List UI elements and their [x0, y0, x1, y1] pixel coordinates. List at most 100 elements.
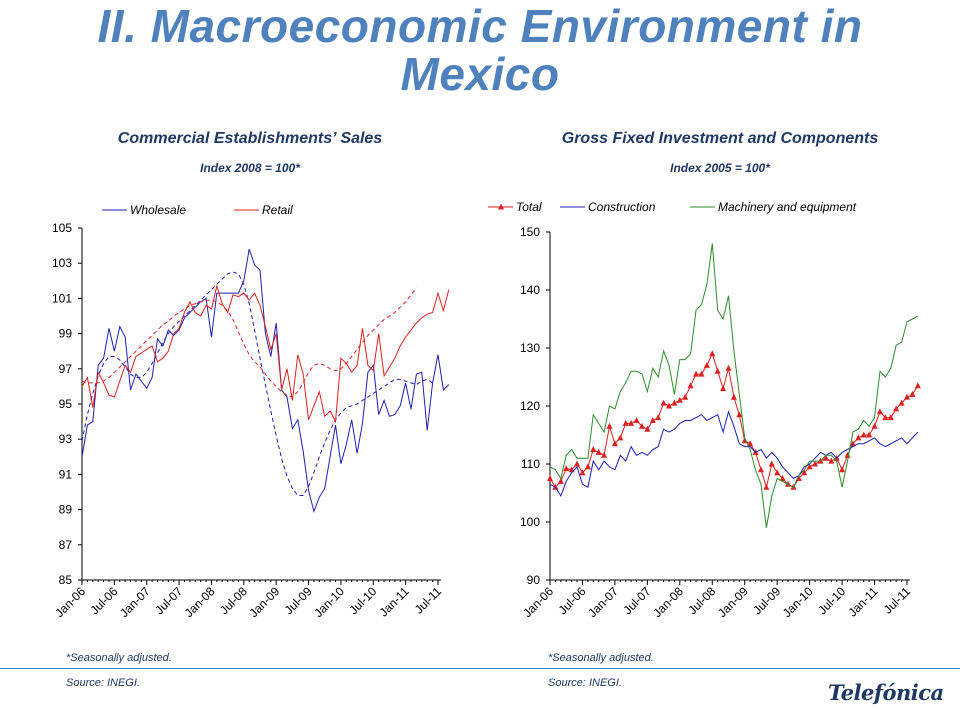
series-total-point [671, 399, 678, 406]
x-tick-label: Jul-10 [815, 584, 848, 617]
y-tick-label: 90 [527, 573, 541, 587]
x-tick-label: Jul-11 [412, 584, 445, 617]
series-total-point [763, 483, 770, 490]
x-tick-label: Jan-07 [585, 584, 621, 620]
x-tick-label: Jul-08 [217, 584, 250, 617]
series-total-point [698, 370, 705, 377]
x-tick-label: Jan-08 [650, 584, 686, 620]
series-total-point [693, 370, 700, 377]
series-total-point [849, 440, 856, 447]
x-tick-label: Jul-09 [750, 584, 783, 617]
series-total-point [676, 396, 683, 403]
series-total-point [774, 469, 781, 476]
series-total-point [757, 466, 764, 473]
series-retail-line [81, 284, 450, 424]
y-tick-label: 93 [59, 432, 73, 446]
series-wholesale-line [81, 248, 450, 514]
y-tick-label: 95 [59, 397, 73, 411]
series-total-point [579, 469, 586, 476]
series-total-point [887, 414, 894, 421]
left-source: Source: INEGI. [66, 677, 140, 689]
series-total-point [828, 457, 835, 464]
series-total-point [904, 393, 910, 400]
series-total-point [655, 414, 662, 421]
series-total-point [720, 385, 727, 392]
series-total-point [638, 422, 645, 429]
series-total-point [909, 390, 916, 397]
series-total-line [549, 352, 919, 490]
y-tick-label: 140 [520, 283, 540, 297]
series-total-point [747, 440, 754, 447]
x-tick-label: Jul-10 [346, 584, 379, 617]
legend-marker [498, 203, 504, 210]
x-tick-label: Jul-09 [282, 584, 315, 617]
x-tick-label: Jul-11 [881, 584, 914, 617]
series-total-point [812, 460, 819, 467]
y-tick-label: 99 [59, 327, 73, 341]
x-tick-label: Jul-06 [556, 584, 589, 617]
series-total-point [860, 431, 867, 438]
series-total-point [822, 454, 829, 461]
legend-label: Total [516, 200, 542, 214]
y-tick-label: 100 [520, 515, 540, 529]
series-total-point [617, 434, 624, 441]
series-total-point [703, 361, 710, 368]
series-total-point [779, 475, 786, 481]
right-chart-subtitle: Index 2005 = 100* [670, 161, 770, 175]
x-tick-label: Jul-06 [87, 584, 120, 617]
y-tick-label: 87 [59, 538, 73, 552]
series-total-point [601, 451, 608, 458]
x-tick-label: Jul-08 [685, 584, 718, 617]
series-total-point [611, 440, 618, 447]
x-tick-label: Jul-07 [620, 584, 653, 617]
series-total-point [666, 402, 672, 409]
series-total-point [768, 460, 775, 467]
series-total-point [898, 399, 905, 406]
legend-label: Retail [262, 203, 293, 217]
series-total-point [844, 451, 851, 458]
series-total-point [871, 422, 878, 429]
series-total-point [730, 393, 737, 400]
slide-title-line-1: II. Macroeconomic Environment in [97, 0, 863, 52]
series-total-point [563, 465, 570, 472]
x-tick-label: Jan-06 [520, 584, 556, 620]
series-total-point [893, 405, 900, 412]
x-tick-label: Jan-09 [715, 584, 751, 620]
telefonica-logo: Telefónica [828, 680, 944, 705]
series-total-point [801, 469, 808, 476]
series-total-point [866, 431, 873, 438]
series-total-point [682, 393, 689, 400]
y-tick-label: 85 [59, 573, 73, 587]
left-chart-title: Commercial Establishments’ Sales [117, 130, 383, 147]
series-total-point [622, 419, 629, 426]
series-total-point [806, 463, 813, 470]
y-tick-label: 91 [59, 467, 73, 481]
x-tick-label: Jan-10 [311, 584, 347, 620]
series-total-point [855, 434, 862, 441]
series-retail-trend-line [81, 287, 417, 398]
y-tick-label: 105 [52, 221, 72, 235]
y-tick-label: 110 [521, 457, 540, 471]
y-tick-label: 150 [520, 225, 540, 239]
series-wholesale-trend-line [81, 271, 433, 496]
legend-label: Wholesale [130, 203, 186, 217]
right-source: Source: INEGI. [548, 677, 622, 689]
x-tick-label: Jan-11 [845, 584, 880, 619]
left-footnote: *Seasonally adjusted. [66, 652, 172, 664]
series-total-point [633, 417, 640, 423]
series-total-point [644, 425, 651, 432]
y-tick-label: 101 [52, 291, 72, 305]
legend-label: Machinery and equipment [718, 200, 857, 214]
x-tick-label: Jan-06 [52, 584, 88, 620]
x-tick-label: Jan-10 [780, 584, 816, 620]
series-total-point [714, 367, 721, 374]
series-total-point [660, 399, 667, 406]
right-footnote: *Seasonally adjusted. [548, 652, 654, 664]
y-tick-label: 97 [59, 362, 73, 376]
x-tick-label: Jan-08 [182, 584, 218, 620]
series-total-point [736, 411, 743, 418]
series-total-point [687, 382, 694, 389]
left-chart-subtitle: Index 2008 = 100* [200, 161, 300, 175]
